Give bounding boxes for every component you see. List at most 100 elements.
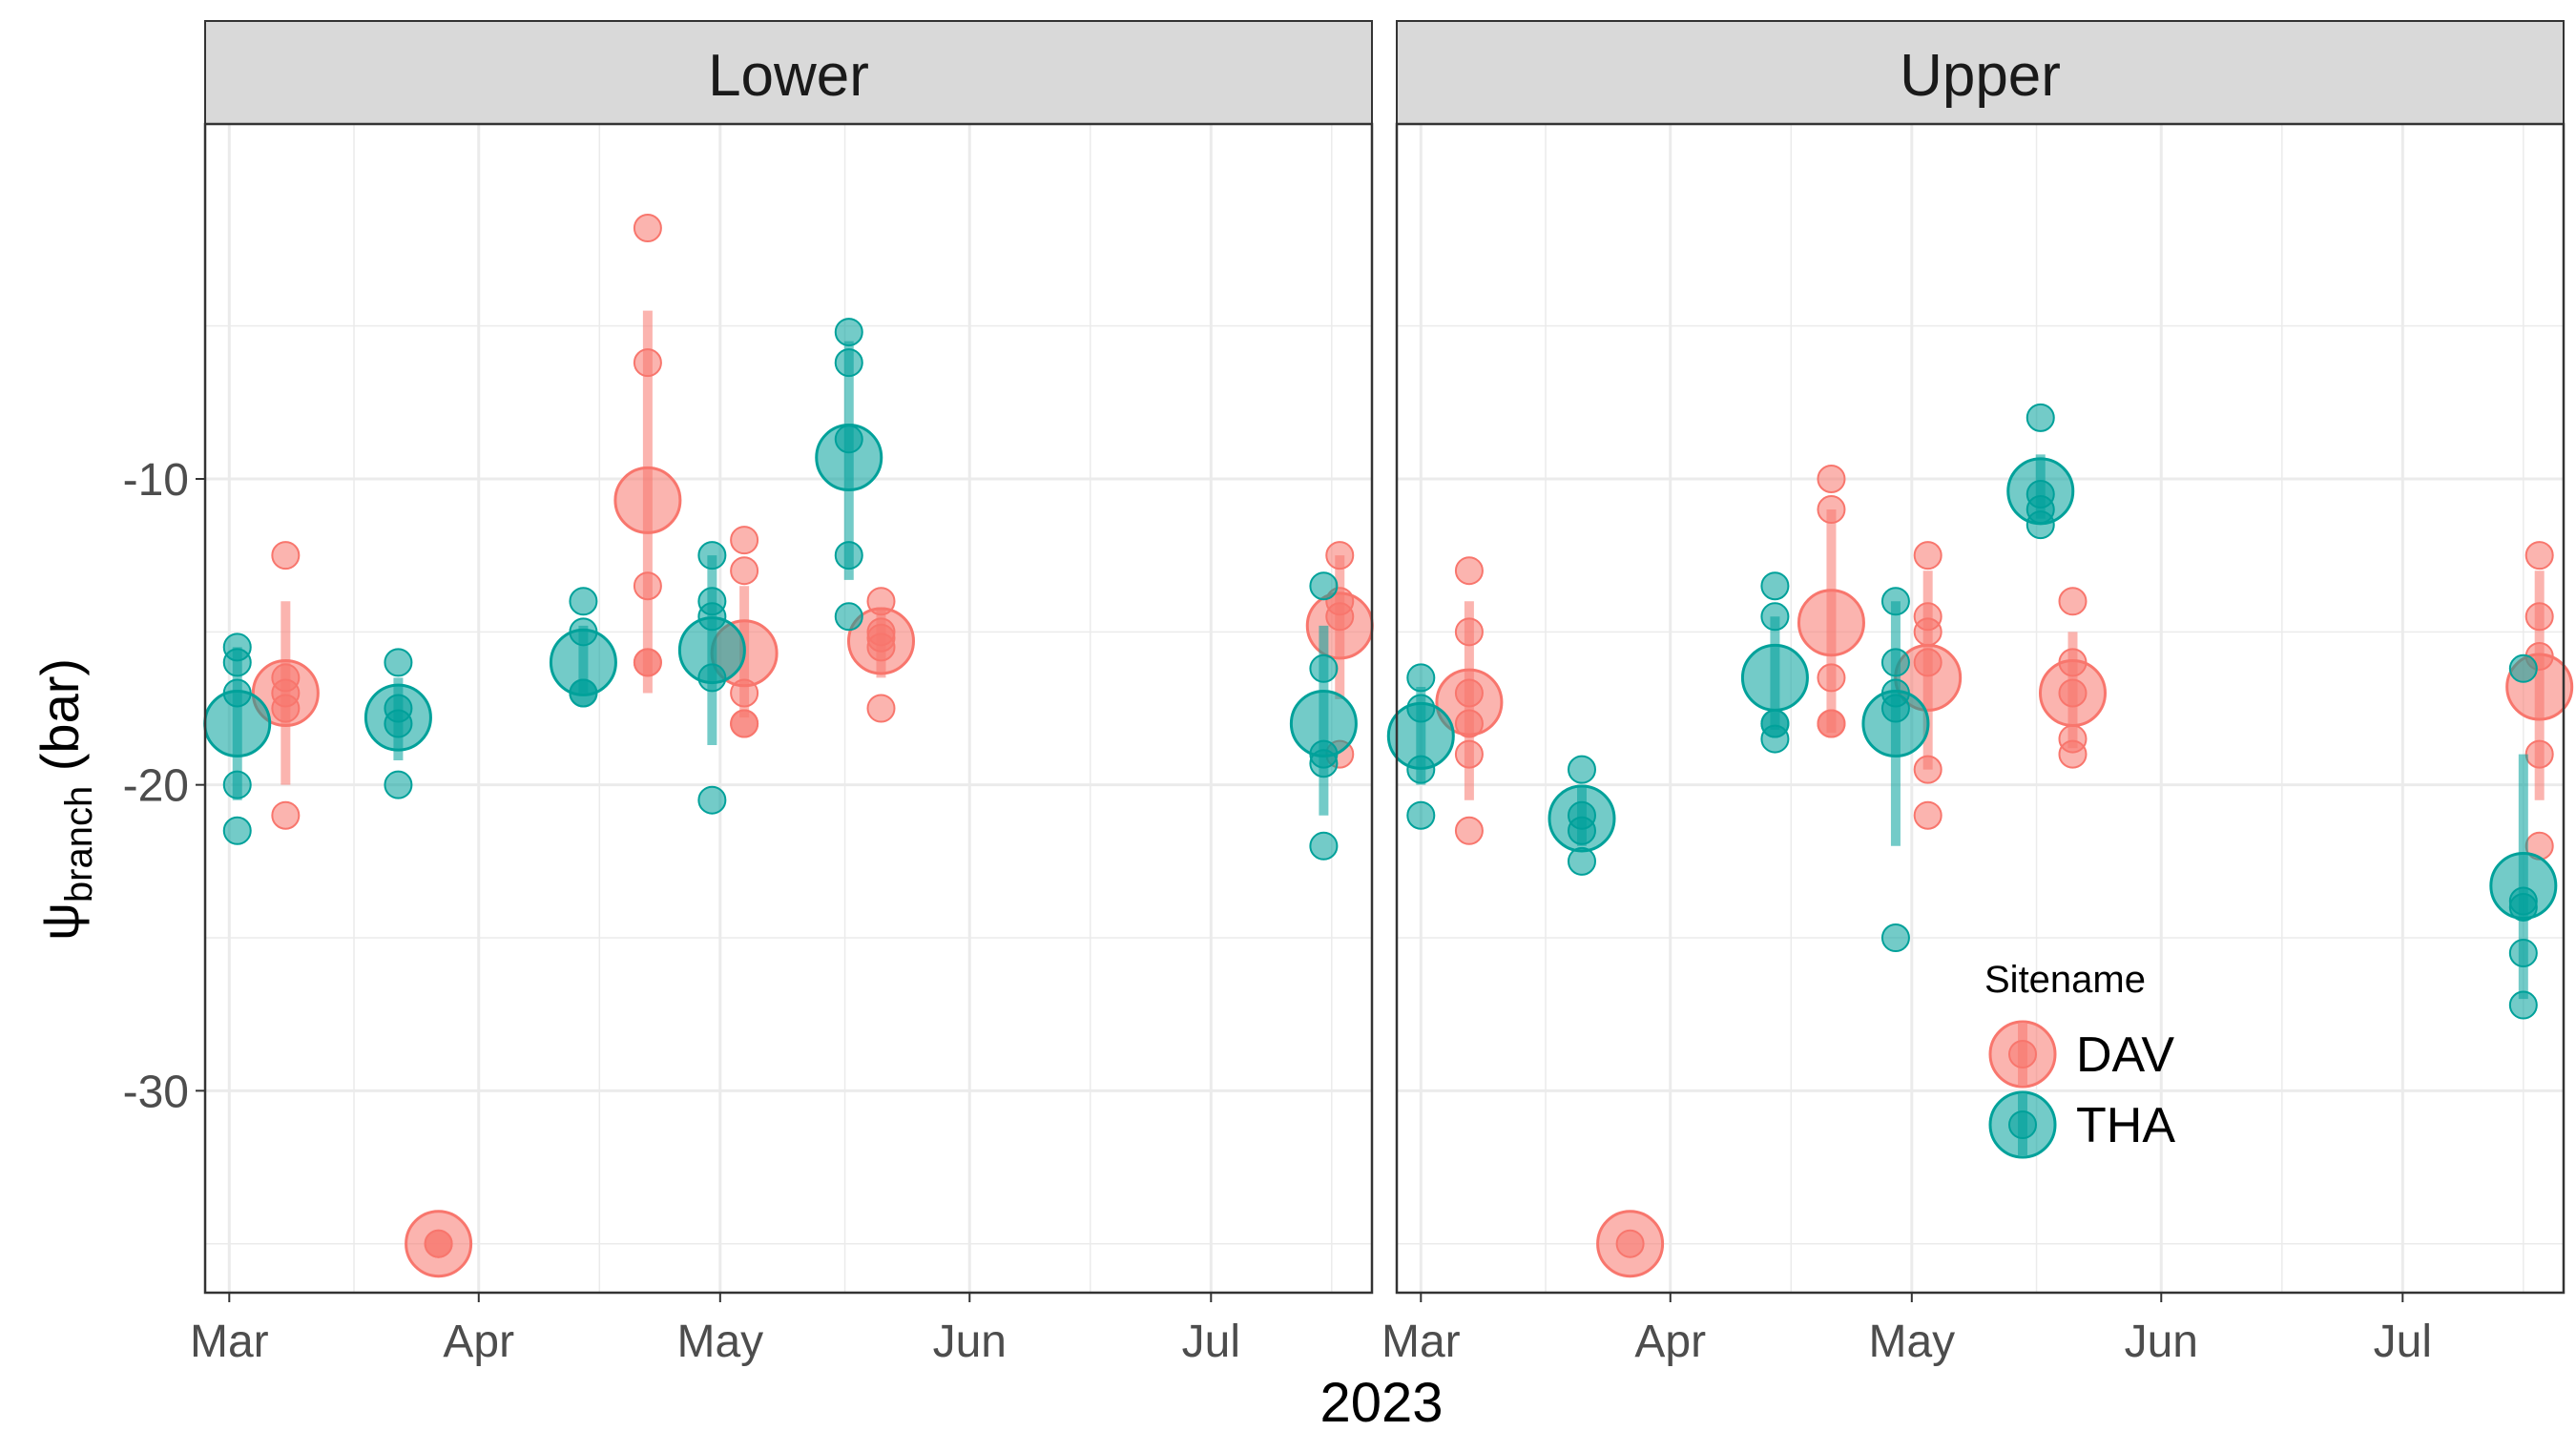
data-group-dav — [1596, 1210, 1665, 1278]
data-point — [1454, 816, 1484, 845]
data-point — [697, 785, 727, 815]
data-group-dav — [846, 587, 915, 723]
mean-point — [1548, 784, 1616, 853]
data-point — [1309, 653, 1339, 683]
data-point — [271, 800, 301, 830]
data-group-tha — [549, 587, 617, 708]
x-tick-label: Mar — [1381, 1317, 1461, 1367]
data-point — [1913, 541, 1942, 570]
panel-background — [1397, 124, 2564, 1293]
data-point — [222, 770, 252, 799]
data-group-dav — [1797, 464, 1865, 738]
legend-key-dav: DAV — [1988, 1020, 2174, 1089]
data-point — [1880, 648, 1910, 677]
data-group-dav — [1435, 556, 1504, 845]
x-tick-label: May — [676, 1317, 763, 1367]
data-group-dav — [613, 214, 682, 694]
data-point — [2524, 739, 2554, 769]
data-point — [834, 318, 863, 347]
data-point — [2508, 653, 2538, 683]
data-point — [834, 348, 863, 378]
data-point — [633, 571, 662, 601]
data-group-tha — [2006, 403, 2075, 540]
data-point — [1325, 541, 1355, 570]
data-point — [569, 587, 598, 616]
facet-strip-label: Upper — [1900, 43, 2061, 109]
legend-label: DAV — [2076, 1027, 2174, 1083]
x-tick-label: Jun — [933, 1317, 1007, 1367]
data-point — [633, 214, 662, 243]
data-point — [222, 816, 252, 845]
data-point — [1817, 663, 1846, 693]
data-point — [1406, 800, 1436, 830]
mean-point — [1305, 591, 1374, 660]
y-axis-title-symbol: ψ — [30, 902, 90, 941]
data-point — [730, 556, 759, 586]
data-point — [730, 526, 759, 555]
data-point — [1309, 571, 1339, 601]
data-group-tha — [1289, 571, 1358, 861]
data-point — [1817, 495, 1846, 525]
mean-point — [1797, 589, 1865, 657]
data-point — [2025, 403, 2055, 432]
legend: Sitename DAV THA — [1984, 959, 2175, 1159]
y-axis-title-unit: (bar) — [30, 658, 90, 786]
facet-panel-lower: Lower Mar Apr May Jun Jul — [190, 20, 1374, 1367]
data-point — [633, 348, 662, 378]
data-group-tha — [364, 648, 432, 799]
x-tick-label: Jun — [2125, 1317, 2198, 1367]
data-point — [1817, 464, 1846, 493]
y-tick-label: -10 — [123, 455, 189, 506]
mean-point — [2038, 658, 2107, 727]
data-point — [1760, 571, 1790, 601]
facet-panels: Lower Mar Apr May Jun Jul Upper Mar Apr May Jun Jul — [190, 20, 2574, 1367]
y-tick-label: -20 — [123, 761, 189, 812]
data-group-tha — [1548, 755, 1616, 876]
mean-point — [1435, 668, 1504, 736]
data-point — [730, 709, 759, 738]
data-point — [1760, 724, 1790, 754]
facet-strip — [204, 20, 1373, 125]
facet-strip — [1396, 20, 2565, 125]
data-group-tha — [1740, 571, 1809, 754]
data-point — [2058, 739, 2088, 769]
data-point — [633, 648, 662, 677]
mean-point — [846, 607, 915, 675]
data-point — [1406, 663, 1436, 693]
mean-point — [549, 628, 617, 696]
x-tick-label: Jul — [2374, 1317, 2432, 1367]
x-tick-label: May — [1868, 1317, 1955, 1367]
data-group-dav — [251, 541, 320, 830]
mean-point — [1386, 701, 1455, 770]
legend-key-point — [2008, 1110, 2037, 1139]
x-tick-label: Apr — [1634, 1317, 1706, 1367]
mean-point — [405, 1210, 473, 1278]
mean-point — [203, 690, 272, 758]
mean-point — [1861, 690, 1930, 758]
data-point — [1454, 617, 1484, 647]
data-point — [1309, 831, 1339, 861]
x-tick-label: Apr — [443, 1317, 514, 1367]
legend-keys: DAV THA — [1988, 1020, 2175, 1159]
data-layer — [203, 214, 1374, 1278]
data-point — [1913, 800, 1942, 830]
facet-panel-upper: Upper Mar Apr May Jun Jul — [1381, 20, 2574, 1367]
data-point — [2508, 939, 2538, 968]
data-point — [2508, 990, 2538, 1020]
data-point — [1880, 923, 1910, 953]
mean-point — [364, 683, 432, 752]
legend-key-tha: THA — [1988, 1090, 2175, 1159]
mean-point — [1289, 690, 1358, 758]
mean-point — [1596, 1210, 1665, 1278]
panel-border — [1395, 122, 2566, 1295]
mean-point — [613, 466, 682, 534]
data-point — [1454, 739, 1484, 769]
data-group-dav — [1894, 541, 1963, 830]
gridlines — [1397, 124, 2564, 1293]
y-axis: -10 -20 -30 — [123, 455, 205, 1117]
facet-strip-label: Lower — [708, 43, 869, 109]
mean-point — [251, 658, 320, 727]
data-point — [1880, 587, 1910, 616]
legend-label: THA — [2076, 1098, 2175, 1153]
